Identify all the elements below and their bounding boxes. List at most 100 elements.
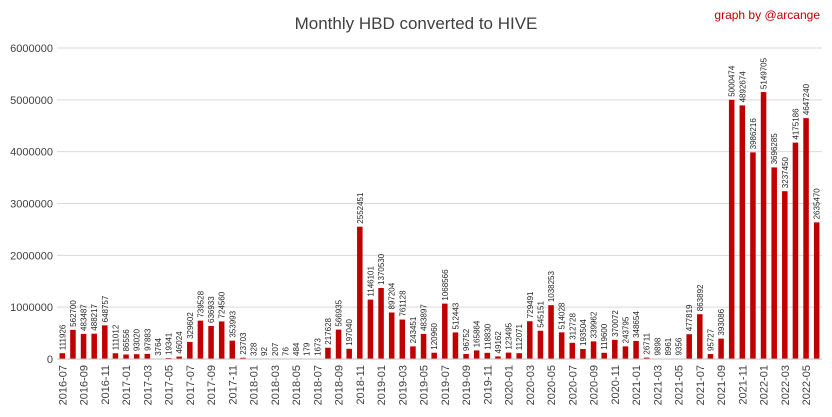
data-label: 97883 bbox=[143, 328, 152, 351]
x-tick-label: 2021-05 bbox=[674, 365, 686, 405]
x-tick-label: 2019-01 bbox=[376, 365, 388, 405]
data-label: 111012 bbox=[111, 324, 120, 350]
bar bbox=[643, 357, 650, 359]
x-tick-label: 2018-11 bbox=[355, 365, 367, 405]
bar bbox=[707, 354, 714, 359]
data-label: 2552451 bbox=[356, 192, 365, 224]
data-label: 329602 bbox=[186, 312, 195, 339]
bar bbox=[399, 319, 406, 359]
bar bbox=[516, 353, 522, 359]
data-label: 19341 bbox=[165, 332, 174, 355]
bar bbox=[325, 347, 331, 359]
data-label: 761128 bbox=[398, 290, 407, 317]
bar bbox=[548, 305, 554, 359]
bar bbox=[792, 142, 799, 359]
bar bbox=[750, 152, 756, 359]
bar bbox=[431, 352, 437, 359]
bar bbox=[771, 167, 777, 359]
data-label: 5149705 bbox=[760, 57, 769, 89]
x-tick-label: 2018-01 bbox=[249, 365, 261, 405]
data-label: 648757 bbox=[101, 295, 110, 322]
bar bbox=[335, 329, 342, 359]
data-label: 724560 bbox=[218, 291, 227, 318]
bar bbox=[133, 354, 140, 359]
y-tick-label: 1000000 bbox=[10, 302, 53, 314]
x-tick-label: 2022-05 bbox=[801, 365, 813, 405]
bar bbox=[367, 299, 374, 359]
bar bbox=[463, 353, 469, 359]
x-tick-label: 2016-11 bbox=[100, 365, 112, 405]
data-label: 483897 bbox=[420, 304, 429, 331]
bar bbox=[718, 338, 724, 359]
data-label: 193504 bbox=[579, 319, 588, 346]
bar bbox=[240, 357, 246, 359]
x-tick-label: 2018-09 bbox=[334, 365, 346, 405]
chart-credit: graph by @arcange bbox=[714, 8, 820, 22]
bar bbox=[590, 341, 597, 359]
bar bbox=[558, 332, 565, 359]
data-label: 86556 bbox=[122, 329, 131, 352]
data-label: 49162 bbox=[494, 331, 503, 354]
bar bbox=[505, 352, 512, 359]
data-label: 2635470 bbox=[813, 188, 822, 220]
bar bbox=[622, 346, 629, 359]
data-label: 1370530 bbox=[377, 253, 386, 285]
data-label: 4892674 bbox=[738, 71, 747, 103]
bar bbox=[442, 303, 448, 359]
x-tick-label: 2020-05 bbox=[546, 365, 558, 405]
data-label: 243795 bbox=[621, 316, 630, 343]
data-label: 112071 bbox=[515, 324, 524, 351]
data-label: 562700 bbox=[69, 300, 78, 327]
y-tick-label: 6000000 bbox=[10, 43, 53, 55]
y-tick-label: 5000000 bbox=[10, 95, 53, 107]
data-label: 95727 bbox=[706, 328, 715, 351]
x-tick-label: 2017-07 bbox=[185, 365, 197, 405]
bar bbox=[218, 321, 225, 359]
data-label: 1146101 bbox=[366, 265, 375, 296]
bar bbox=[686, 334, 692, 359]
x-tick-label: 2019-07 bbox=[440, 365, 452, 405]
data-label: 353993 bbox=[228, 310, 237, 337]
data-label: 9356 bbox=[675, 337, 684, 355]
y-tick-label: 3000000 bbox=[10, 199, 53, 211]
data-label: 165864 bbox=[473, 320, 482, 347]
data-label: 393086 bbox=[717, 308, 726, 335]
bar bbox=[537, 330, 544, 359]
bar bbox=[803, 118, 809, 359]
data-label: 4647240 bbox=[802, 83, 811, 115]
data-label: 477819 bbox=[685, 304, 694, 331]
x-tick-label: 2019-09 bbox=[461, 365, 473, 405]
data-label: 4175186 bbox=[791, 108, 800, 140]
x-tick-label: 2022-01 bbox=[759, 365, 771, 405]
bar bbox=[601, 352, 607, 359]
bar bbox=[80, 333, 87, 359]
data-label: 3986216 bbox=[749, 118, 758, 150]
data-label: 8961 bbox=[664, 337, 673, 355]
data-label: 3764 bbox=[154, 337, 163, 355]
data-label: 111926 bbox=[58, 324, 67, 350]
data-label: 46024 bbox=[175, 331, 184, 354]
bar bbox=[728, 99, 735, 359]
data-label: 488217 bbox=[90, 303, 99, 330]
data-label: 514028 bbox=[558, 302, 567, 329]
data-label: 123495 bbox=[505, 322, 514, 349]
bar bbox=[187, 341, 193, 359]
bar bbox=[633, 340, 639, 359]
data-label: 5000474 bbox=[728, 65, 737, 97]
bar bbox=[123, 354, 129, 359]
x-tick-label: 2017-01 bbox=[121, 365, 133, 405]
data-label: 1038253 bbox=[547, 270, 556, 302]
bar bbox=[452, 332, 459, 359]
x-tick-label: 2020-03 bbox=[525, 365, 537, 405]
bar bbox=[495, 356, 501, 359]
bar bbox=[527, 321, 533, 359]
bar bbox=[59, 353, 66, 359]
x-tick-label: 2017-09 bbox=[206, 365, 218, 405]
gridlines bbox=[57, 47, 822, 308]
bar bbox=[420, 333, 427, 359]
data-label: 118830 bbox=[483, 323, 492, 350]
bars bbox=[59, 92, 820, 360]
x-tick-label: 2021-09 bbox=[716, 365, 728, 405]
